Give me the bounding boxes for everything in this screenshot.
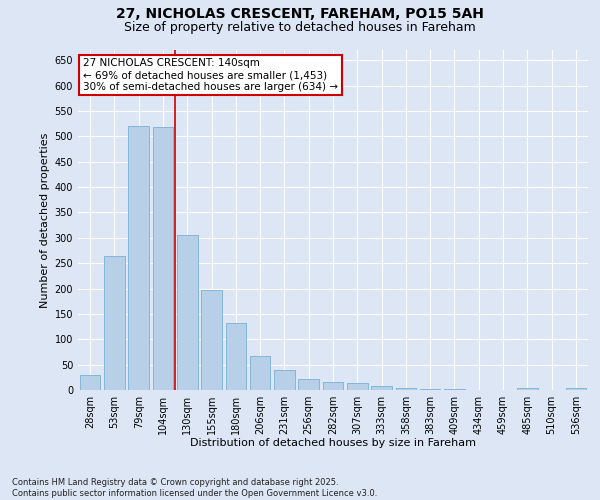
Y-axis label: Number of detached properties: Number of detached properties xyxy=(40,132,50,308)
Bar xyxy=(274,370,295,390)
Text: Contains HM Land Registry data © Crown copyright and database right 2025.
Contai: Contains HM Land Registry data © Crown c… xyxy=(12,478,377,498)
Bar xyxy=(80,375,100,390)
Bar xyxy=(298,379,319,390)
Text: 27 NICHOLAS CRESCENT: 140sqm
← 69% of detached houses are smaller (1,453)
30% of: 27 NICHOLAS CRESCENT: 140sqm ← 69% of de… xyxy=(83,58,338,92)
Bar xyxy=(250,356,271,390)
Bar xyxy=(104,256,125,390)
Text: 27, NICHOLAS CRESCENT, FAREHAM, PO15 5AH: 27, NICHOLAS CRESCENT, FAREHAM, PO15 5AH xyxy=(116,8,484,22)
Bar xyxy=(128,126,149,390)
Bar xyxy=(347,383,368,390)
Bar xyxy=(152,127,173,390)
Bar xyxy=(177,235,197,390)
Bar xyxy=(420,389,440,390)
Bar xyxy=(395,388,416,390)
Bar xyxy=(371,386,392,390)
X-axis label: Distribution of detached houses by size in Fareham: Distribution of detached houses by size … xyxy=(190,438,476,448)
Bar xyxy=(566,388,586,390)
Bar xyxy=(201,290,222,390)
Text: Size of property relative to detached houses in Fareham: Size of property relative to detached ho… xyxy=(124,21,476,34)
Bar xyxy=(323,382,343,390)
Bar xyxy=(517,388,538,390)
Bar xyxy=(226,322,246,390)
